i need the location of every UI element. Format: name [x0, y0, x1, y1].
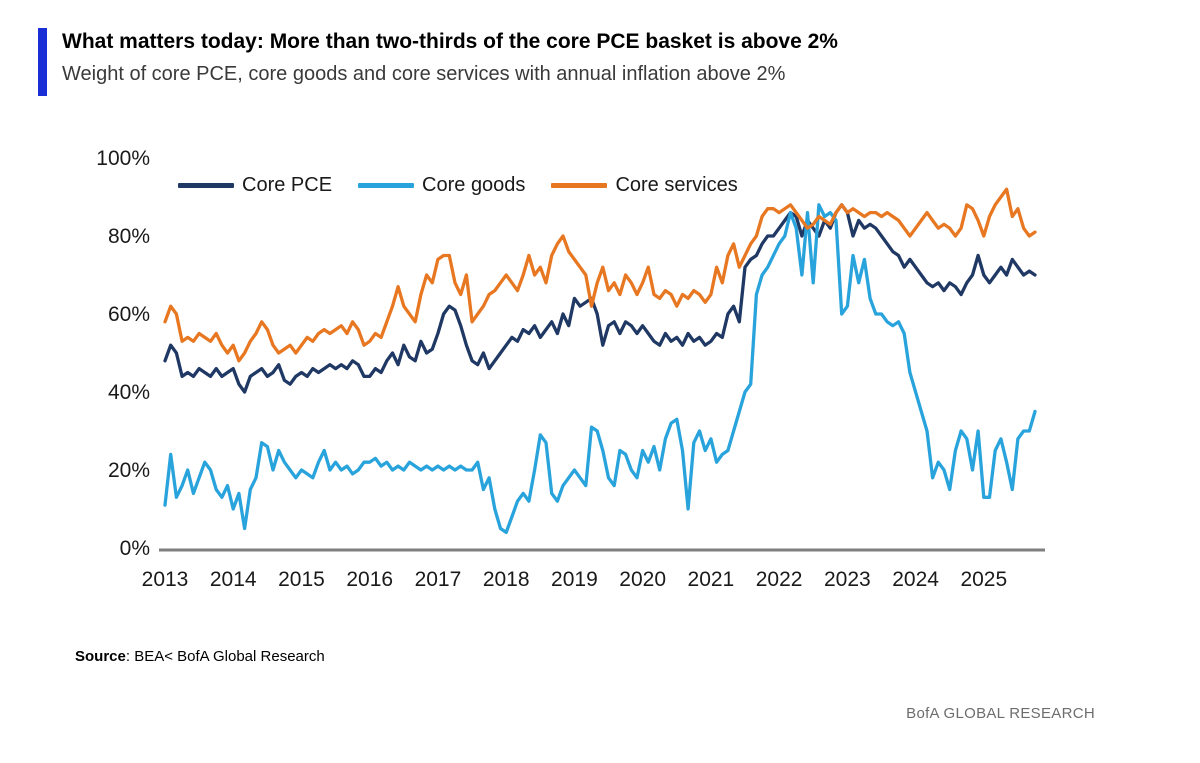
- legend-label-core-goods: Core goods: [422, 174, 526, 196]
- legend-swatch-core-services: [551, 183, 608, 188]
- x-axis-tick-label: 2021: [688, 568, 735, 591]
- x-axis-tick-label: 2014: [210, 568, 257, 591]
- x-axis-tick-label: 2019: [551, 568, 598, 591]
- y-axis-tick-label: 20%: [108, 459, 150, 482]
- x-axis-tick-label: 2017: [415, 568, 462, 591]
- source-note: Source: BEA< BofA Global Research: [75, 648, 325, 665]
- series-line-core-services: [163, 187, 1037, 363]
- x-axis-tick-label: 2015: [278, 568, 325, 591]
- x-axis-tick-label: 2024: [892, 568, 939, 591]
- source-label: Source: [75, 648, 126, 665]
- chart-header: What matters today: More than two-thirds…: [38, 28, 838, 96]
- x-axis-tick-label: 2025: [960, 568, 1007, 591]
- x-axis-tick-label: 2022: [756, 568, 803, 591]
- legend-label-core-services: Core services: [615, 174, 738, 196]
- legend-item-core-services: Core services: [551, 174, 738, 197]
- x-axis-tick-label: 2020: [619, 568, 666, 591]
- x-axis-tick-label: 2016: [346, 568, 393, 591]
- chart-canvas: 0% 20% 40% 60% 80% 100% 2013 2014 2015 2016 2017 20…: [96, 147, 1045, 591]
- x-axis-tick-label: 2018: [483, 568, 530, 591]
- legend-item-core-goods: Core goods: [358, 174, 525, 197]
- y-axis-tick-label: 80%: [108, 225, 150, 248]
- header-text: What matters today: More than two-thirds…: [62, 28, 838, 96]
- legend-item-core-pce: Core PCE: [178, 174, 332, 197]
- y-axis-tick-label: 40%: [108, 381, 150, 404]
- y-axis-tick-label: 60%: [108, 303, 150, 326]
- legend-swatch-core-goods: [358, 183, 415, 188]
- legend-swatch-core-pce: [178, 183, 234, 188]
- brand-footer: BofA GLOBAL RESEARCH: [906, 705, 1095, 722]
- chart-legend: Core PCE Core goods Core services: [178, 174, 738, 197]
- series-line-core-goods: [163, 203, 1037, 535]
- y-axis-tick-label: 0%: [120, 537, 150, 560]
- x-axis-tick-label: 2023: [824, 568, 871, 591]
- source-text: : BEA< BofA Global Research: [125, 648, 325, 665]
- series-line-core-pce: [163, 203, 1037, 394]
- page-title: What matters today: More than two-thirds…: [62, 30, 838, 53]
- y-axis-tick-label: 100%: [96, 147, 150, 170]
- accent-bar: [38, 28, 47, 96]
- line-chart: 0% 20% 40% 60% 80% 100% 2013 2014 2015 2016 2017 20…: [0, 130, 1200, 610]
- x-axis-tick-label: 2013: [142, 568, 189, 591]
- page-subtitle: Weight of core PCE, core goods and core …: [62, 63, 786, 85]
- legend-label-core-pce: Core PCE: [242, 174, 333, 196]
